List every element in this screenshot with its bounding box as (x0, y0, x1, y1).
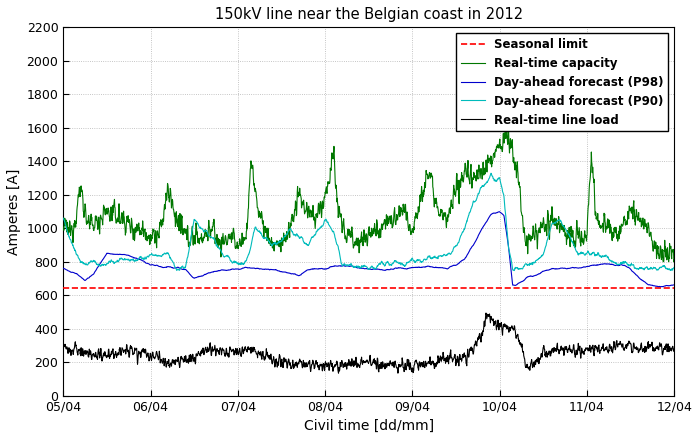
X-axis label: Civil time [dd/mm]: Civil time [dd/mm] (303, 419, 434, 433)
Real-time line load (482, 311, 490, 316)
Real-time line load (596, 348, 605, 353)
Seasonal limit (146, 285, 154, 290)
Real-time line load (518, 345, 526, 350)
Real-time line load (59, 343, 67, 348)
Real-time capacity (518, 213, 526, 218)
Day-ahead forecast (P98) (59, 266, 67, 271)
Day-ahead forecast (P98) (614, 263, 622, 268)
Real-time capacity (402, 217, 410, 223)
Real-time line load (670, 346, 678, 352)
Title: 150kV line near the Belgian coast in 2012: 150kV line near the Belgian coast in 201… (215, 7, 523, 22)
Day-ahead forecast (P98) (518, 279, 526, 284)
Day-ahead forecast (P98) (596, 262, 605, 267)
Line: Day-ahead forecast (P90): Day-ahead forecast (P90) (63, 173, 674, 271)
Line: Real-time capacity: Real-time capacity (63, 130, 674, 262)
Line: Day-ahead forecast (P98): Day-ahead forecast (P98) (63, 212, 674, 287)
Day-ahead forecast (P90) (518, 266, 526, 271)
Real-time line load (334, 370, 343, 376)
Day-ahead forecast (P90) (596, 253, 605, 259)
Real-time capacity (670, 257, 678, 262)
Day-ahead forecast (P90) (670, 265, 678, 271)
Real-time capacity (596, 223, 605, 228)
Day-ahead forecast (P98) (338, 263, 346, 268)
Day-ahead forecast (P98) (656, 284, 665, 290)
Day-ahead forecast (P98) (402, 266, 410, 271)
Real-time capacity (59, 225, 67, 230)
Real-time line load (403, 363, 411, 368)
Real-time capacity (338, 224, 346, 230)
Real-time line load (614, 342, 622, 348)
Day-ahead forecast (P90) (487, 171, 495, 176)
Real-time line load (670, 348, 678, 354)
Day-ahead forecast (P90) (510, 268, 518, 273)
Legend: Seasonal limit, Real-time capacity, Day-ahead forecast (P98), Day-ahead forecast: Seasonal limit, Real-time capacity, Day-… (456, 33, 668, 131)
Line: Real-time line load: Real-time line load (63, 313, 674, 373)
Real-time line load (338, 359, 346, 365)
Real-time capacity (670, 259, 678, 264)
Real-time capacity (614, 238, 622, 244)
Day-ahead forecast (P90) (614, 262, 622, 268)
Seasonal limit (59, 285, 67, 290)
Day-ahead forecast (P98) (670, 282, 678, 287)
Day-ahead forecast (P90) (59, 216, 67, 221)
Day-ahead forecast (P90) (338, 261, 346, 267)
Day-ahead forecast (P90) (670, 265, 678, 270)
Real-time capacity (505, 127, 513, 132)
Real-time capacity (659, 259, 668, 264)
Day-ahead forecast (P98) (670, 282, 678, 288)
Day-ahead forecast (P90) (402, 260, 410, 266)
Day-ahead forecast (P98) (496, 209, 504, 214)
Y-axis label: Amperes [A]: Amperes [A] (7, 168, 21, 255)
